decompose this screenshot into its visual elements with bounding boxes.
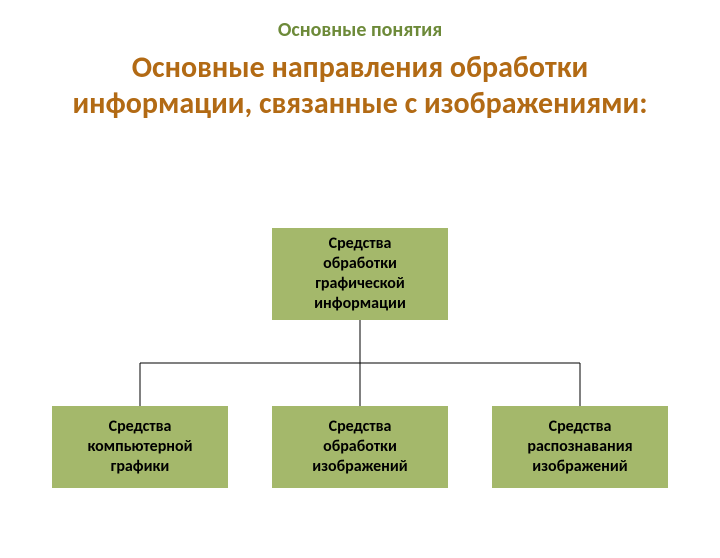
child-node-1: Средства обработки изображений [272,406,448,488]
title-main: Основные направления обработки информаци… [0,50,720,122]
root-node: Средства обработки графической информаци… [272,228,448,320]
child-node-0: Средства компьютерной графики [52,406,228,488]
child-node-2: Средства распознавания изображений [492,406,668,488]
header-small: Основные понятия [0,18,720,42]
children-row: Средства компьютерной графики Средства об… [0,406,720,488]
